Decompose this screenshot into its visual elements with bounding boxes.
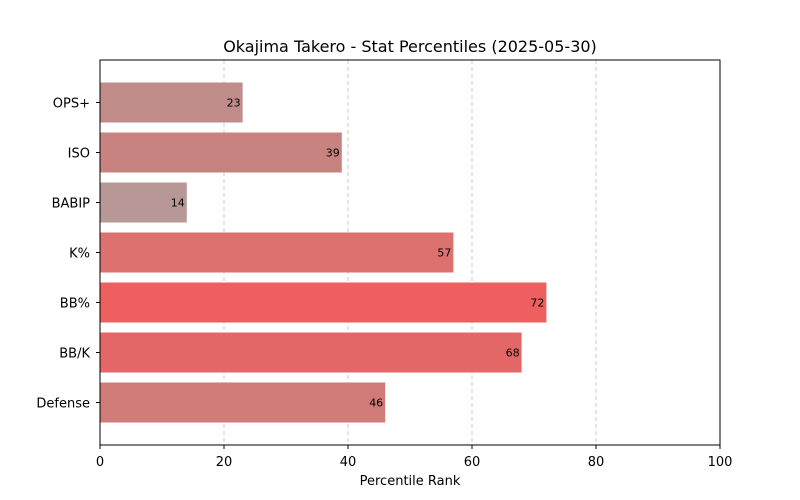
plot-frame bbox=[99, 59, 721, 446]
x-tick-label: 20 bbox=[216, 455, 233, 470]
value-label: 39 bbox=[326, 147, 340, 160]
value-label: 23 bbox=[227, 97, 241, 110]
bar-ops- bbox=[100, 82, 243, 123]
value-labels: 23 39 14 57 72 68 46 bbox=[171, 97, 545, 410]
y-tick-label: ISO bbox=[68, 147, 90, 162]
value-label: 46 bbox=[369, 397, 383, 410]
y-tick-label: BABIP bbox=[52, 197, 91, 212]
bar-defense bbox=[100, 382, 386, 423]
x-tick-label: 0 bbox=[96, 455, 104, 470]
x-tick-label: 100 bbox=[708, 455, 733, 470]
bar-babip bbox=[100, 182, 187, 223]
value-label: 14 bbox=[171, 197, 185, 210]
y-tick-label: BB/K bbox=[59, 347, 90, 362]
value-label: 72 bbox=[530, 297, 544, 310]
x-tick-label: 60 bbox=[464, 455, 481, 470]
bars bbox=[100, 82, 547, 423]
bar-iso bbox=[100, 132, 342, 173]
x-axis: 0 20 40 60 80 100 bbox=[96, 445, 733, 470]
x-tick-label: 80 bbox=[588, 455, 605, 470]
bar-k- bbox=[100, 232, 454, 273]
y-axis: OPS+ ISO BABIP K% BB% BB/K Defense bbox=[36, 97, 100, 412]
x-tick-label: 40 bbox=[340, 455, 357, 470]
bar-bb-k bbox=[100, 332, 522, 373]
y-tick-label: OPS+ bbox=[53, 97, 90, 112]
x-axis-label: Percentile Rank bbox=[360, 474, 461, 489]
y-tick-label: BB% bbox=[60, 297, 90, 312]
value-label: 68 bbox=[506, 347, 520, 360]
y-tick-label: Defense bbox=[36, 397, 90, 412]
chart-title: Okajima Takero - Stat Percentiles (2025-… bbox=[223, 37, 597, 56]
y-tick-label: K% bbox=[69, 247, 90, 262]
bar-bb- bbox=[100, 282, 547, 323]
value-label: 57 bbox=[437, 247, 451, 260]
